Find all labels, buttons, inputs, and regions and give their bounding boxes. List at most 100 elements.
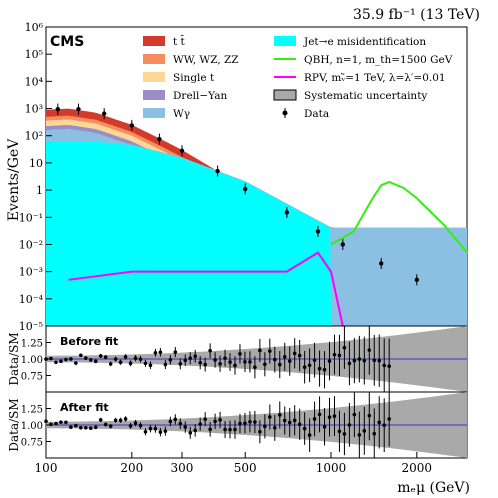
ratio-point: [183, 358, 188, 363]
ratio-point: [138, 423, 143, 428]
legend-label: Single t: [173, 72, 215, 84]
ratio-point: [173, 350, 178, 354]
ratio-point: [98, 354, 103, 358]
ratio-y-ticks: 0.75 1.00 1.25: [21, 405, 51, 449]
ratio-point: [163, 429, 168, 433]
ratio-point: [292, 418, 297, 423]
data-point: [101, 111, 107, 116]
y-tick-label: 10⁴: [25, 75, 44, 88]
ratio-point: [108, 362, 113, 366]
ratio-point: [64, 357, 68, 362]
legend-right: Jet→e misidentification QBH, n=1, m_th=15…: [273, 36, 453, 120]
ratio-point: [238, 421, 242, 426]
ratio-point: [88, 358, 93, 362]
ratio-point: [312, 417, 317, 421]
ratio-point: [83, 425, 88, 430]
ratio-point: [98, 418, 103, 422]
ratio-tick-label: 1.00: [21, 355, 43, 366]
ratio-point: [277, 413, 282, 417]
ratio-point: [228, 360, 232, 364]
ratio-panel-after-fit: 0.75 1.00 1.25 After fit: [21, 391, 468, 459]
experiment-label: CMS: [50, 34, 84, 50]
ratio-point: [372, 358, 377, 363]
ratio-data-points: [44, 326, 391, 392]
ratio-point: [357, 357, 362, 361]
ratio-point: [198, 422, 202, 426]
ratio-point: [188, 356, 193, 360]
legend-swatch: [274, 36, 296, 46]
y-tick-label: 10⁻¹: [19, 211, 43, 224]
ratio-uncertainty-band: [46, 392, 467, 458]
ratio-point: [307, 363, 312, 368]
ratio-point: [103, 355, 108, 360]
y-tick-label: 1: [36, 184, 43, 197]
y-tick-label: 10⁻⁴: [19, 293, 44, 306]
ratio-point: [228, 427, 232, 432]
ratio-y-ticks: 0.75 1.00 1.25: [21, 339, 51, 383]
ratio-point: [93, 425, 98, 430]
ratio-point: [382, 363, 387, 368]
data-point: [179, 148, 185, 153]
legend-label: QBH, n=1, m_th=1500 GeV: [304, 54, 453, 66]
ratio-point: [79, 425, 83, 430]
y-tick-label: 10⁻³: [19, 266, 43, 279]
ratio-point: [337, 429, 342, 434]
main-y-ticks: 10⁻⁵ 10⁻⁴ 10⁻³ 10⁻² 10⁻¹ 1 10 10² 10³ 10⁴ 10⁵ 10⁶: [19, 21, 52, 333]
jet-misid-area: [46, 141, 332, 326]
ratio-point: [268, 349, 272, 353]
ratio-point: [362, 429, 367, 433]
ratio-point: [208, 348, 212, 353]
ratio-point: [377, 358, 382, 363]
legend-swatch: [143, 54, 165, 64]
ratio-point: [362, 358, 367, 363]
x-tick-label: 500: [234, 461, 257, 475]
ratio-point: [113, 357, 118, 361]
ratio-point: [218, 361, 222, 366]
ratio-point: [168, 419, 173, 424]
ratio-point: [83, 356, 88, 360]
ratio-point: [153, 351, 158, 355]
ratio-point: [272, 357, 277, 362]
ratio-point: [183, 425, 188, 429]
legend-left: t t̄ WW, WZ, ZZ Single t Drell−Yan Wγ: [143, 35, 239, 120]
main-y-label: Events/GeV: [6, 138, 22, 221]
ratio-point: [272, 426, 277, 430]
ratio-tick-label: 0.75: [21, 438, 43, 449]
ratio2-y-label: Data/SM: [7, 398, 21, 451]
ratio-point: [287, 420, 292, 425]
rpv-signal-line: [68, 251, 344, 327]
ratio-point: [74, 361, 78, 365]
ratio-point: [317, 412, 322, 417]
legend-label: Wγ: [173, 108, 190, 120]
ratio-point: [223, 356, 227, 360]
data-point: [284, 210, 290, 215]
ratio-point: [233, 363, 237, 368]
ratio-point: [208, 427, 212, 432]
ratio-point: [173, 417, 178, 422]
ratio-point: [372, 431, 377, 436]
x-tick-label: 2000: [402, 461, 433, 475]
ratio-point: [213, 358, 217, 362]
ratio-point: [148, 426, 153, 431]
ratio-point: [79, 353, 83, 358]
data-points: [55, 103, 420, 286]
ratio-point: [352, 412, 357, 417]
ratio-point: [327, 359, 332, 363]
ratio-point: [123, 417, 128, 421]
ratio-point: [263, 362, 267, 367]
ratio-point: [203, 417, 207, 421]
ratio-point: [74, 423, 78, 428]
legend-label: Data: [304, 108, 329, 120]
ratio-point: [268, 415, 272, 419]
ratio-point: [198, 360, 202, 365]
ratio-point: [44, 419, 48, 424]
ratio-point: [347, 361, 352, 366]
x-axis-label: mₑμ (GeV): [397, 480, 470, 496]
ratio-point: [223, 427, 227, 432]
ratio-point: [49, 422, 53, 427]
ratio-point: [118, 360, 123, 365]
ratio-title-before: Before fit: [60, 335, 118, 348]
ratio-point: [188, 431, 193, 435]
ratio-point: [88, 426, 93, 430]
ratio-point: [128, 361, 133, 366]
